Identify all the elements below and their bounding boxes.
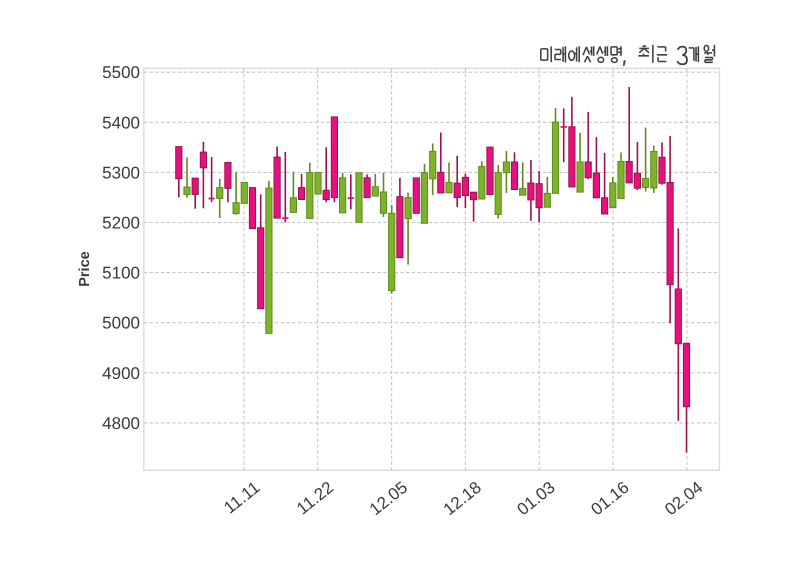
svg-text:4800: 4800 [102, 414, 140, 433]
svg-text:4900: 4900 [102, 364, 140, 383]
svg-text:5100: 5100 [102, 264, 140, 283]
svg-text:5400: 5400 [102, 113, 140, 132]
svg-text:5200: 5200 [102, 214, 140, 233]
svg-text:5500: 5500 [102, 63, 140, 82]
svg-text:5300: 5300 [102, 163, 140, 182]
svg-text:5000: 5000 [102, 314, 140, 333]
svg-text:Price: Price [77, 251, 93, 286]
